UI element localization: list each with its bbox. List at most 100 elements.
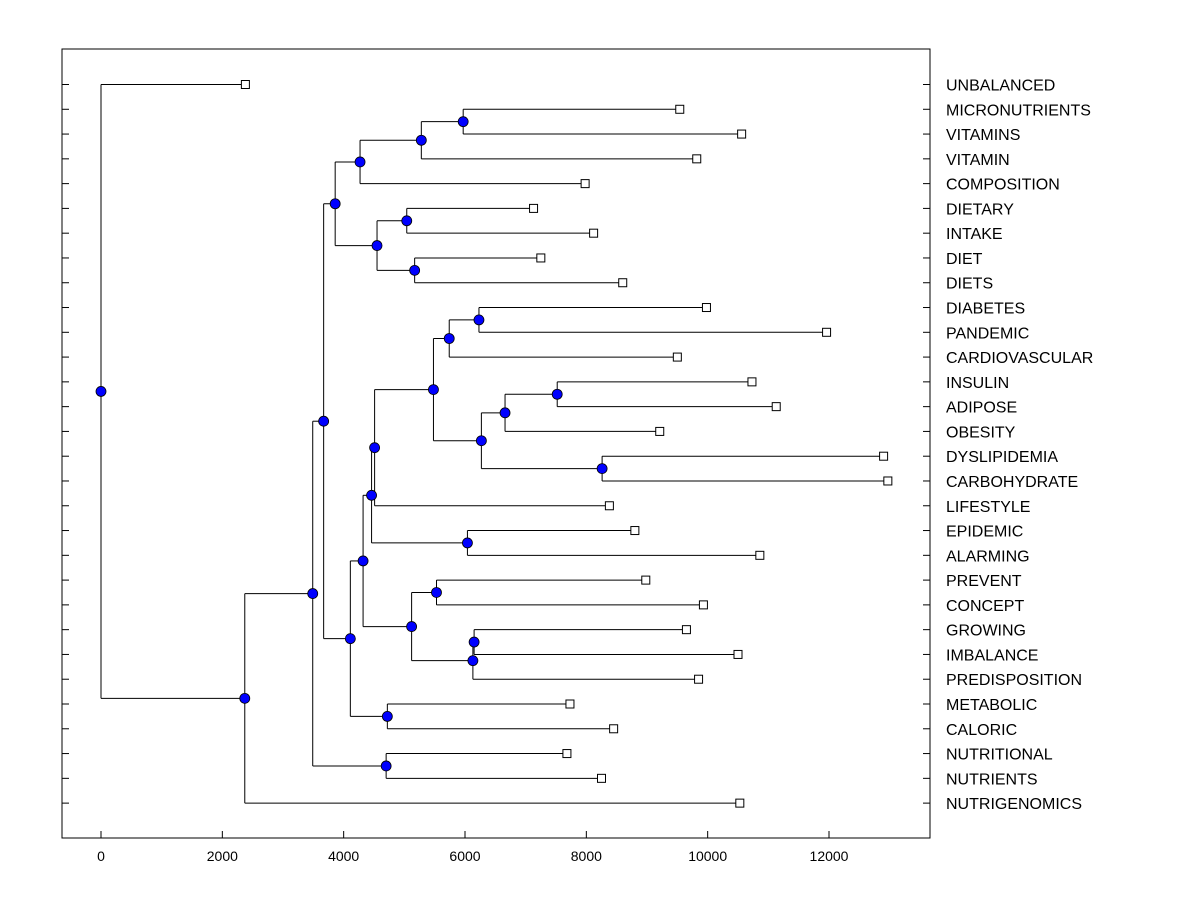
x-axis-ticks: 0 2000 4000 6000 8000 10000 12000 <box>97 831 849 864</box>
leaf-label: UNBALANCED <box>946 78 1055 95</box>
merge-node <box>415 134 427 146</box>
branch-lines <box>100 84 888 804</box>
leaf-label: ADIPOSE <box>946 400 1017 417</box>
leaf-label: DIETARY <box>946 201 1014 218</box>
leaf-marker <box>755 550 765 560</box>
leaf-label: COMPOSITION <box>946 177 1060 194</box>
leaf-label: IMBALANCE <box>946 647 1038 664</box>
leaf-marker <box>580 179 590 189</box>
leaf-marker <box>536 253 546 263</box>
leaf-label: NUTRIENTS <box>946 771 1038 788</box>
merge-node <box>366 489 377 501</box>
leaf-label: METABOLIC <box>946 697 1037 714</box>
x-tick-label: 12000 <box>810 848 849 864</box>
leaf-label: DYSLIPIDEMIA <box>946 449 1058 466</box>
leaf-marker <box>604 501 614 511</box>
merge-node <box>406 621 418 632</box>
merge-node <box>457 116 469 128</box>
leaf-label: OBESITY <box>946 424 1016 441</box>
leaf-label: DIETS <box>946 276 993 293</box>
leaf-label: NUTRIGENOMICS <box>946 796 1082 813</box>
leaf-label: MICRONUTRIENTS <box>946 102 1091 119</box>
leaf-label: DIABETES <box>946 301 1025 318</box>
leaf-marker <box>597 773 606 783</box>
leaf-marker <box>692 154 702 164</box>
leaf-marker <box>747 377 757 387</box>
merge-node <box>473 314 485 326</box>
leaf-marker <box>672 352 682 362</box>
leaf-tick-marks <box>62 84 930 804</box>
leaf-label: CALORIC <box>946 722 1017 739</box>
merge-node <box>371 240 383 251</box>
leaf-marker <box>675 104 685 114</box>
leaf-marker <box>694 674 704 684</box>
merge-node <box>307 588 319 599</box>
leaf-label: PREDISPOSITION <box>946 672 1082 689</box>
merge-node <box>239 692 251 704</box>
x-tick-label: 10000 <box>688 848 727 864</box>
x-tick-label: 4000 <box>328 848 359 864</box>
leaf-marker <box>879 451 889 461</box>
leaf-label: VITAMIN <box>946 152 1010 169</box>
merge-node <box>357 555 369 567</box>
leaf-labels: UNBALANCED MICRONUTRIENTS VITAMINS VITAMIN C… <box>946 78 1093 814</box>
leaf-label: INSULIN <box>946 375 1009 392</box>
leaf-marker <box>701 303 711 313</box>
plot-frame <box>61 48 931 839</box>
x-tick-label: 0 <box>97 848 105 864</box>
leaf-marker <box>822 327 832 337</box>
merge-node <box>551 388 563 400</box>
leaf-label: PREVENT <box>946 573 1022 590</box>
leaf-label: NUTRITIONAL <box>946 747 1053 764</box>
merge-node <box>596 463 608 474</box>
leaf-label: PANDEMIC <box>946 325 1029 342</box>
leaf-label: INTAKE <box>946 226 1003 243</box>
leaf-marker <box>562 749 572 759</box>
leaf-marker <box>655 426 665 436</box>
x-tick-label: 6000 <box>449 848 480 864</box>
leaf-markers <box>240 80 893 808</box>
merge-node <box>380 760 392 772</box>
leaf-label: ALARMING <box>946 548 1030 565</box>
leaf-label: CONCEPT <box>946 598 1024 615</box>
leaf-marker <box>771 402 781 412</box>
leaf-marker <box>883 476 893 486</box>
leaf-marker <box>737 129 747 139</box>
merge-node <box>318 415 330 427</box>
leaf-marker <box>240 80 250 89</box>
x-tick-label: 2000 <box>207 848 238 864</box>
merge-node <box>344 633 356 645</box>
merge-node <box>467 655 479 667</box>
merge-node <box>462 537 473 549</box>
leaf-label: LIFESTYLE <box>946 499 1030 516</box>
leaf-marker <box>698 600 708 610</box>
merge-node <box>95 386 107 397</box>
leaf-label: CARDIOVASCULAR <box>946 350 1093 367</box>
leaf-label: CARBOHYDRATE <box>946 474 1078 491</box>
leaf-marker <box>641 575 651 585</box>
merge-node <box>409 264 421 276</box>
leaf-label: EPIDEMIC <box>946 524 1023 541</box>
merge-node <box>428 384 439 396</box>
merge-node <box>329 198 341 210</box>
merge-node <box>401 215 413 227</box>
leaf-label: DIET <box>946 251 983 268</box>
merge-node <box>369 442 381 454</box>
leaf-marker <box>529 203 539 213</box>
merge-node <box>354 156 366 168</box>
leaf-marker <box>733 649 743 659</box>
leaf-label: GROWING <box>946 623 1026 640</box>
x-tick-label: 8000 <box>571 848 602 864</box>
leaf-marker <box>618 278 628 288</box>
merge-node <box>475 435 487 447</box>
merge-node <box>499 407 511 419</box>
merge-node <box>443 333 455 344</box>
leaf-marker <box>681 625 691 635</box>
leaf-marker <box>609 724 619 734</box>
leaf-label: VITAMINS <box>946 127 1020 144</box>
leaf-marker <box>735 798 745 808</box>
merge-node <box>431 587 442 598</box>
merge-node-markers <box>95 116 608 772</box>
merge-node <box>381 710 393 722</box>
